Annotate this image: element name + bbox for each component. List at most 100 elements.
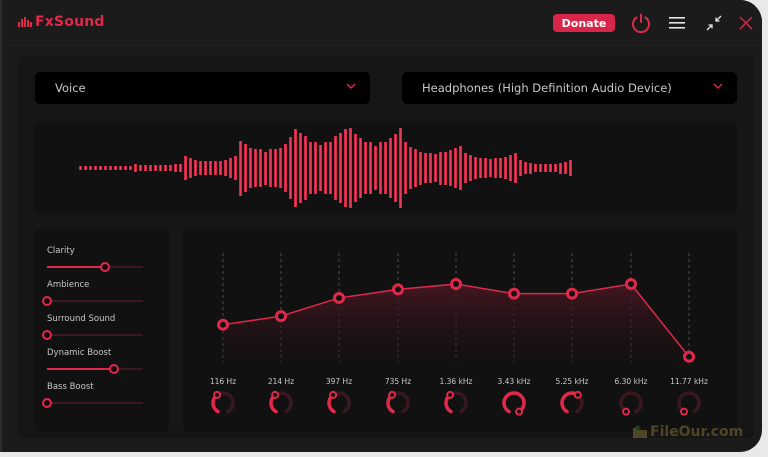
waveform-bar [569,160,572,175]
eq-band-handle[interactable] [685,352,694,361]
effect-clarity: Clarity [47,246,157,256]
eq-band-handle[interactable] [277,312,286,321]
slider-thumb[interactable] [100,262,110,272]
waveform-bar [324,142,327,195]
waveform-bar [179,164,182,173]
ambience-slider[interactable] [47,300,143,302]
eq-band-handle[interactable] [627,280,636,289]
waveform-bar [339,133,342,202]
eq-knob-handle[interactable] [681,409,687,415]
waveform-bar [534,164,537,173]
logo-bars-icon [18,17,32,27]
eq-band-handle[interactable] [452,280,461,289]
close-button[interactable] [734,11,758,35]
band-label: 6.30 kHz [601,377,661,386]
waveform-bar [149,165,152,171]
waveform-bar [204,161,207,175]
waveform-bar [374,146,377,190]
eq-knob-handle[interactable] [214,392,220,398]
waveform-bar [269,149,272,186]
surround-sound-slider[interactable] [47,334,143,336]
waveform-bar [354,134,357,202]
eq-knob-handle[interactable] [389,392,395,398]
folder-icon [632,425,648,439]
waveform-bar [379,142,382,195]
output-device-value: Headphones (High Definition Audio Device… [422,81,672,95]
slider-thumb[interactable] [42,398,52,408]
band-label: 397 Hz [309,377,369,386]
eq-knob-handle[interactable] [575,392,581,398]
waveform-bar [484,158,487,178]
minimize-compact-icon [705,14,723,32]
slider-thumb[interactable] [42,296,52,306]
waveform-bar [424,153,427,184]
output-device-dropdown[interactable]: Headphones (High Definition Audio Device… [402,72,737,104]
waveform-bar [489,159,492,177]
compact-mode-button[interactable] [702,11,726,35]
waveform-bar [89,166,92,170]
waveform-bar [359,138,362,199]
waveform-bar [504,157,507,179]
waveform-bar [384,142,387,195]
waveform-bar [464,153,467,184]
eq-band-handle[interactable] [568,289,577,298]
waveform-bar [114,166,117,170]
dynamic-boost-slider[interactable] [47,368,143,370]
eq-knob-handle[interactable] [330,392,336,398]
eq-band-handle[interactable] [335,293,344,302]
preset-value: Voice [55,81,86,95]
waveform-bar [394,134,397,202]
chevron-down-icon [346,83,356,90]
waveform-bar [409,147,412,189]
waveform-bar [564,162,567,174]
waveform-bar [539,164,542,173]
preset-dropdown[interactable]: Voice [35,72,370,104]
waveform-bar [239,141,242,196]
band-label: 735 Hz [368,377,428,386]
title-bar: FxSound Donate [2,0,762,46]
effect-bass-boost: Bass Boost [47,382,157,392]
waveform-bar [519,160,522,177]
app-logo: FxSound [18,14,105,30]
waveform-bar [264,152,267,185]
waveform-bar [344,129,347,207]
slider-thumb[interactable] [42,330,52,340]
waveform-bar [439,152,442,185]
waveform-bar [144,165,147,171]
eq-band-handle[interactable] [510,289,519,298]
waveform-bar [529,163,532,174]
effect-dynamic-boost: Dynamic Boost [47,348,157,358]
bass-boost-slider[interactable] [47,402,143,404]
eq-band-handle[interactable] [219,320,228,329]
band-label: 3.43 kHz [484,377,544,386]
eq-curve[interactable] [183,229,737,432]
equalizer-panel: 116 Hz 214 Hz 397 Hz 735 Hz 1.36 kHz 3.4… [183,229,737,432]
waveform-bar [104,166,107,170]
app-name: FxSound [35,14,105,30]
eq-knob-handle[interactable] [623,409,629,415]
waveform-bars [79,121,572,215]
eq-band-handle[interactable] [394,285,403,294]
waveform-bar [454,148,457,188]
donate-button[interactable]: Donate [553,14,615,32]
eq-knob-handle[interactable] [516,409,522,415]
waveform-bar [479,158,482,178]
waveform-bar [214,161,217,175]
waveform-bar [139,165,142,172]
waveform-bar [109,166,112,170]
eq-knob-handle[interactable] [447,392,453,398]
waveform-bar [389,138,392,199]
waveform-bar [319,145,322,191]
waveform-bar [419,152,422,185]
waveform-bar [369,142,372,195]
waveform-bar [199,161,202,175]
waveform-bar [254,149,257,186]
eq-knob-handle[interactable] [272,392,278,398]
slider-thumb[interactable] [109,364,119,374]
waveform-bar [184,156,187,180]
waveform-bar [494,158,497,178]
power-button[interactable] [629,11,653,35]
waveform-bar [84,166,87,170]
clarity-slider[interactable] [47,266,143,268]
menu-button[interactable] [665,11,689,35]
